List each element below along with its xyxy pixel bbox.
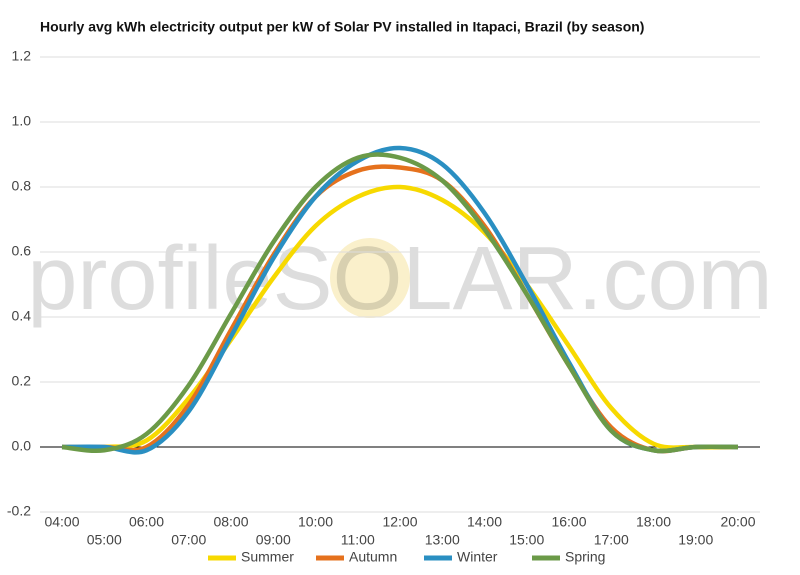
y-tick-label: 0.4 [12,308,32,324]
x-tick-label: 09:00 [256,532,291,548]
series-line [61,152,739,454]
y-tick-label: 0.8 [12,178,32,194]
legend-label: Summer [241,549,294,565]
series-line [61,184,739,450]
x-tick-label: 18:00 [636,514,671,530]
y-tick-label: 0.0 [12,438,32,454]
series-line [62,164,739,454]
x-tick-label: 08:00 [213,514,248,530]
x-tick-label: 15:00 [509,532,544,548]
watermark-sun [330,238,410,318]
x-tick-label: 19:00 [678,532,713,548]
x-tick-label: 14:00 [467,514,502,530]
x-tick-label: 06:00 [129,514,164,530]
watermark: profileSOLAR.com [27,229,772,329]
chart-title: Hourly avg kWh electricity output per kW… [40,19,644,35]
y-tick-label: 1.0 [12,113,32,129]
x-tick-label: 05:00 [87,532,122,548]
x-tick-label: 11:00 [341,532,375,548]
x-tick-label: 04:00 [44,514,79,530]
y-tick-label: 1.2 [12,48,32,64]
x-tick-label: 07:00 [171,532,206,548]
x-tick-label: 16:00 [551,514,586,530]
x-tick-label: 13:00 [425,532,460,548]
legend-label: Spring [565,549,605,565]
legend-label: Winter [457,549,498,565]
y-tick-label: -0.2 [7,503,31,519]
legend-label: Autumn [349,549,397,565]
y-tick-label: 0.6 [12,243,32,259]
x-tick-label: 20:00 [720,514,755,530]
y-tick-label: 0.2 [12,373,32,389]
x-tick-label: 10:00 [298,514,333,530]
x-tick-label: 17:00 [594,532,629,548]
x-tick-label: 12:00 [382,514,417,530]
